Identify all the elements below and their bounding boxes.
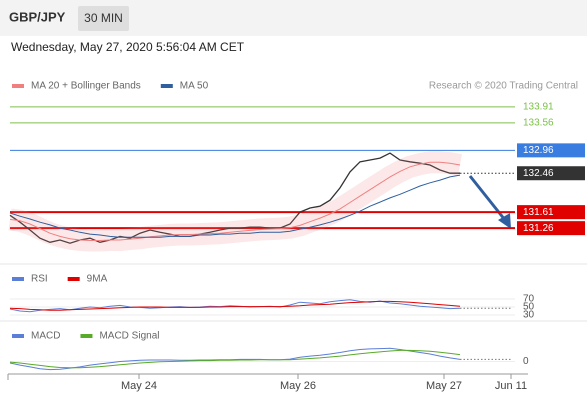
x-tick-label: May 27 <box>426 380 462 392</box>
legend-label: MA 50 <box>180 81 209 92</box>
legend-label: RSI <box>31 274 48 285</box>
level-label-box <box>517 143 585 158</box>
series-line <box>9 174 461 238</box>
interval-button[interactable] <box>78 6 129 31</box>
forecast-arrow <box>468 175 507 221</box>
timestamp: Wednesday, May 27, 2020 5:56:04 AM CET <box>11 40 245 54</box>
y-tick-label: 30 <box>523 310 535 321</box>
y-tick-label: 50 <box>523 302 535 313</box>
legend-swatch <box>80 334 93 338</box>
legend-label: 9MA <box>87 274 108 285</box>
forecast-arrowhead <box>498 213 511 229</box>
level-label-box <box>517 205 585 220</box>
series-line <box>9 152 460 244</box>
interval-label[interactable]: 30 MIN <box>84 11 123 25</box>
legend-swatch <box>12 277 24 281</box>
series-line <box>9 347 461 371</box>
x-tick-label: Jun 11 <box>495 380 527 392</box>
symbol: GBP/JPY <box>9 9 66 24</box>
level-label-box <box>517 166 585 181</box>
series-line <box>9 349 461 369</box>
legend-swatch <box>12 84 24 88</box>
x-tick-label: May 24 <box>121 380 157 392</box>
y-tick-label: 70 <box>523 294 535 305</box>
legend-swatch <box>67 277 80 281</box>
level-label: 131.61 <box>523 207 554 218</box>
legend-label: MACD Signal <box>99 331 159 342</box>
series-line <box>9 300 461 311</box>
legend-label: MA 20 + Bollinger Bands <box>31 81 141 92</box>
legend-label: MACD <box>31 331 60 342</box>
legend-swatch <box>160 84 173 88</box>
level-label: 133.91 <box>523 102 554 113</box>
level-label-box <box>517 221 585 236</box>
level-label: 132.46 <box>523 168 554 179</box>
level-label: 132.96 <box>523 145 554 156</box>
level-label: 131.26 <box>523 223 554 234</box>
series-line <box>9 161 461 241</box>
level-label: 133.56 <box>523 118 554 129</box>
credit: Research © 2020 Trading Central <box>429 81 578 92</box>
legend-swatch <box>12 334 24 338</box>
x-tick-label: May 26 <box>280 380 316 392</box>
series-line <box>9 299 461 313</box>
y-tick-label: 0 <box>523 356 529 367</box>
